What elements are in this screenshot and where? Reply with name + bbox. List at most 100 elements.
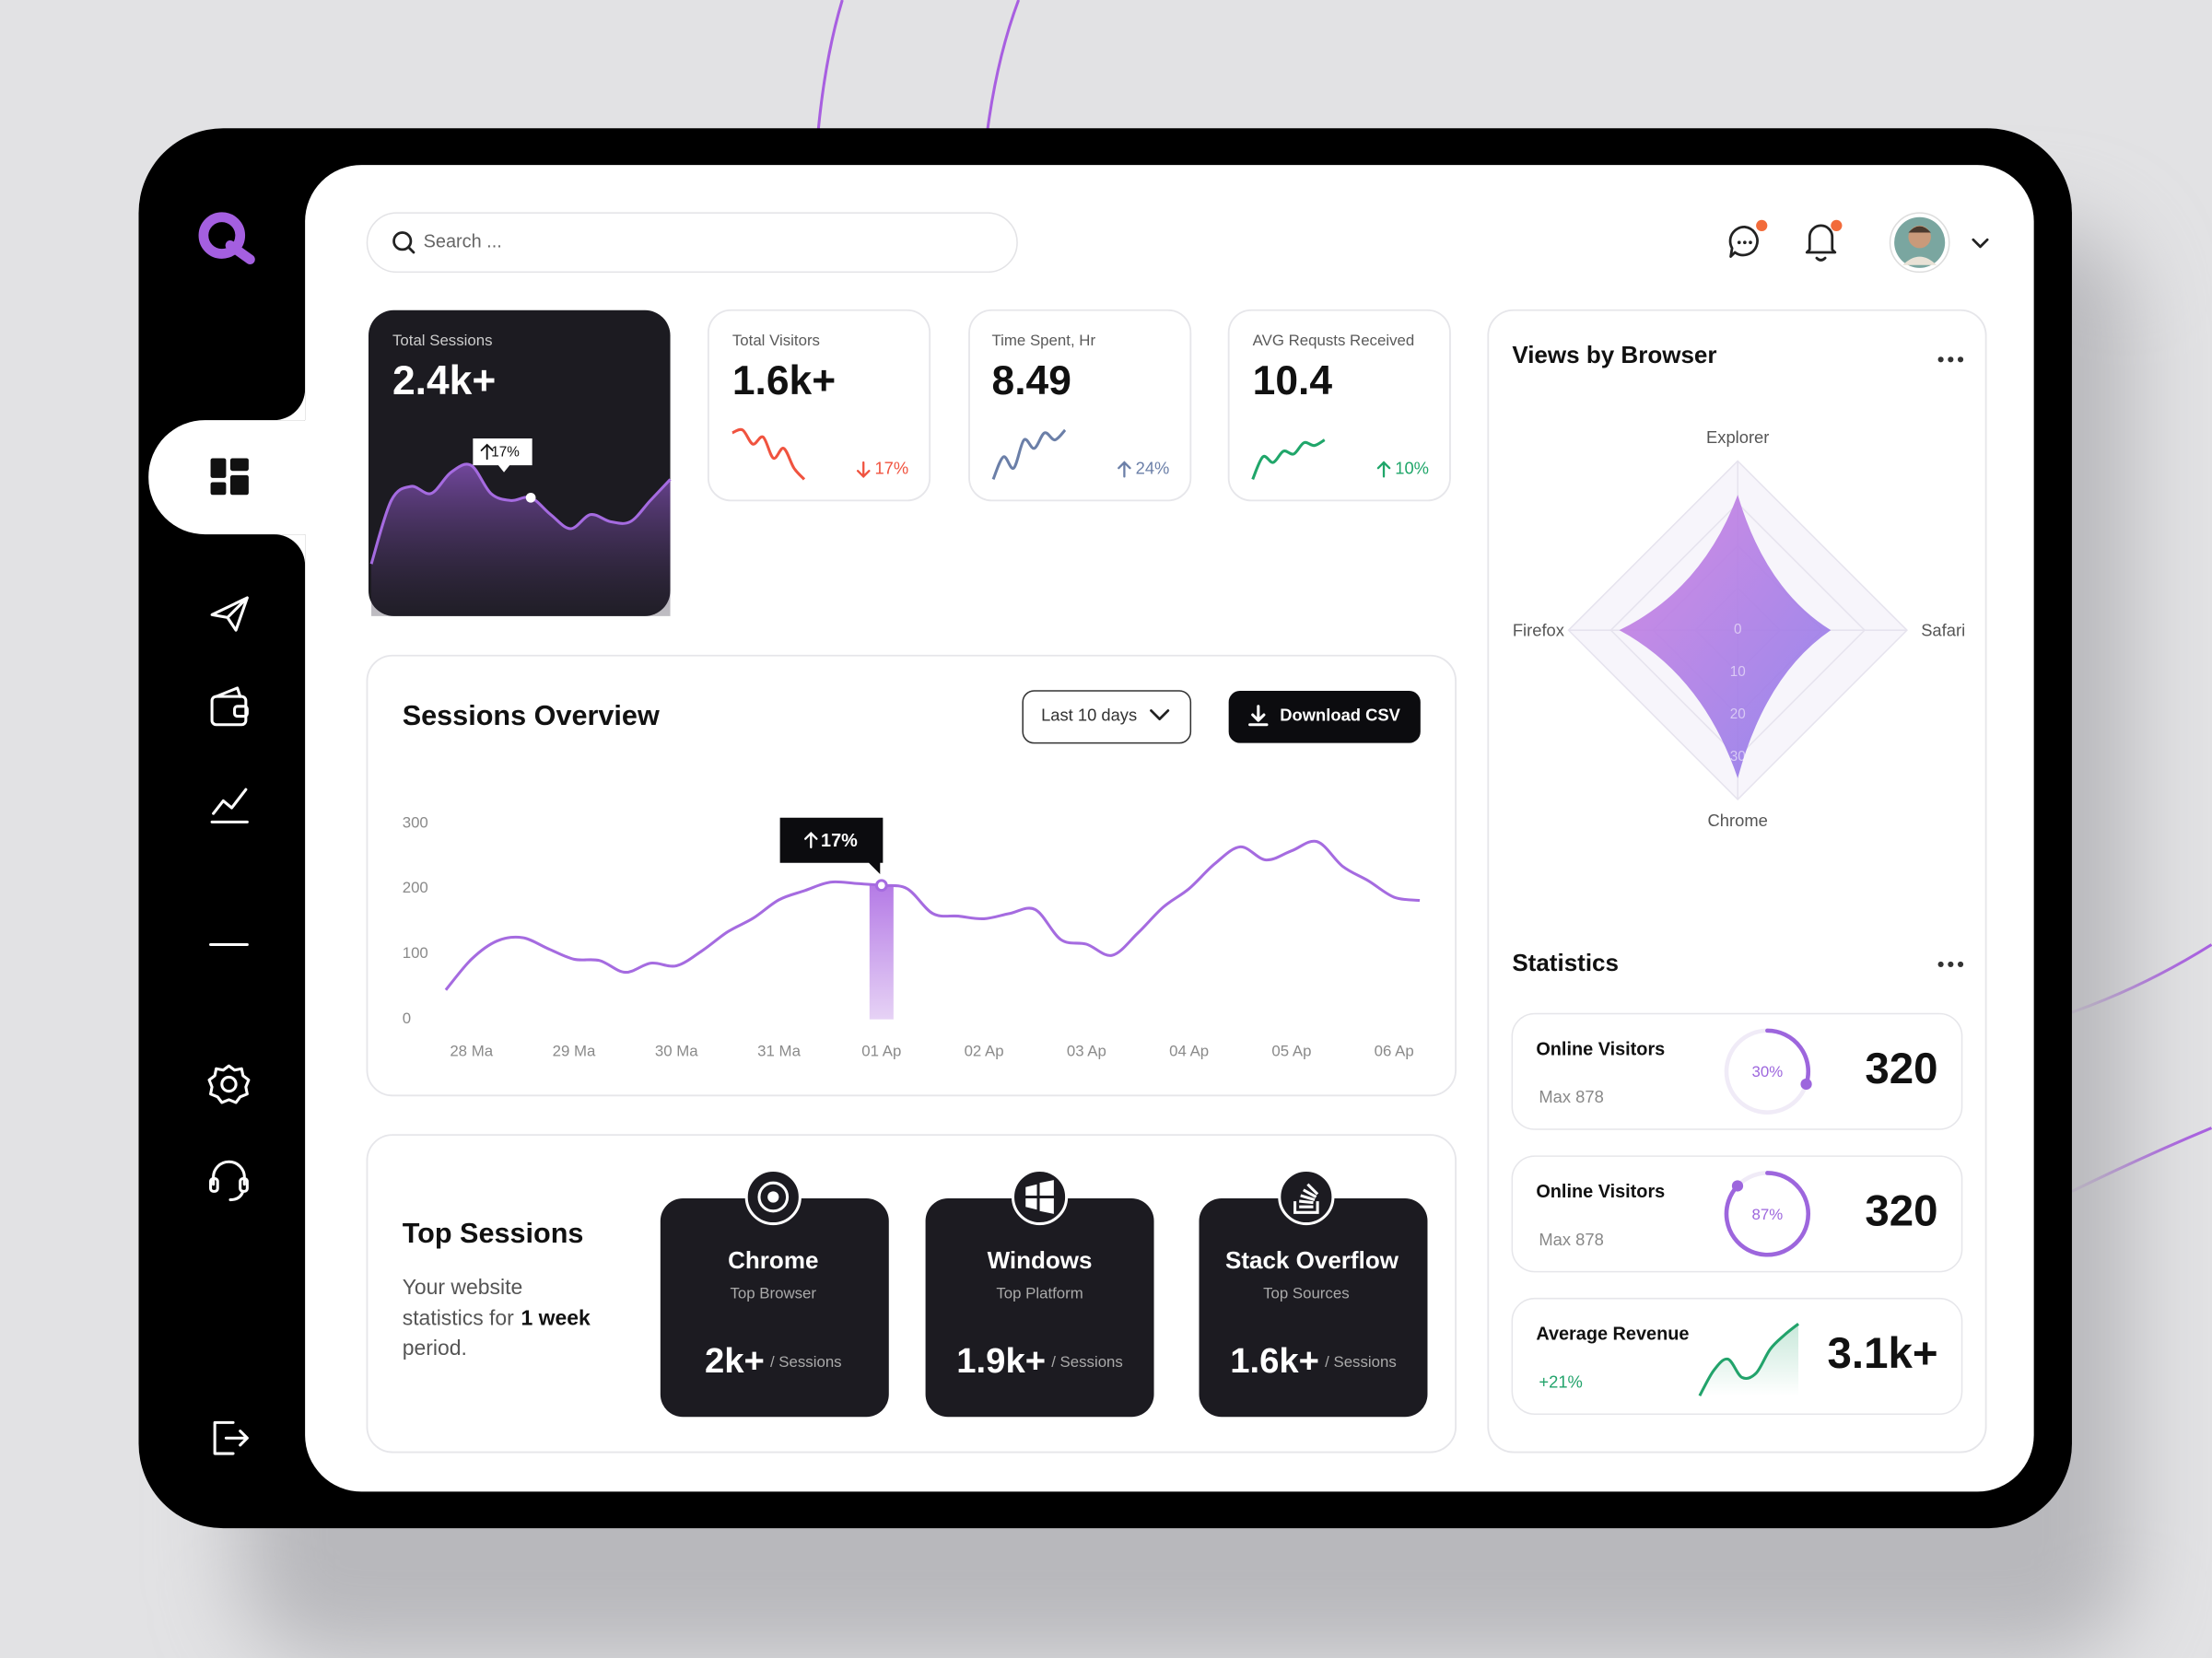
radar-tick-label: 20 (1730, 706, 1746, 722)
point (874, 879, 888, 893)
description-line: Your website (403, 1275, 523, 1299)
range-chevron (1150, 709, 1170, 720)
radar-label: Safari (1921, 621, 1965, 640)
logout-icon[interactable] (213, 1420, 249, 1455)
sidebar (148, 212, 360, 1455)
card-value: 2k+ / Sessions (705, 1341, 842, 1381)
stat-card (1511, 1155, 1963, 1273)
gauge-dot (1800, 1078, 1812, 1091)
more-button[interactable] (1937, 356, 1964, 363)
session-card: Chrome Top Browser 2k+ / Sessions (660, 1168, 889, 1418)
tooltip-text: 17% (821, 831, 858, 851)
header: Search ... (366, 212, 1989, 274)
card-subtitle: Top Browser (731, 1285, 817, 1302)
card-title: Windows (988, 1246, 1093, 1274)
radar-tick-label: 10 (1730, 664, 1746, 680)
card-number: 1.9k+ (956, 1341, 1046, 1381)
wallet-icon[interactable] (210, 686, 249, 727)
x-tick-label: 03 Ap (1067, 1042, 1106, 1059)
more-button[interactable] (1937, 961, 1964, 967)
highlight-bar (869, 885, 894, 1020)
x-tick-label: 05 Ap (1271, 1042, 1311, 1059)
avatar[interactable] (1889, 212, 1950, 274)
x-tick-label: 30 Ma (655, 1042, 698, 1059)
radar-shape (1619, 495, 1832, 778)
x-tick-label: 06 Ap (1375, 1042, 1414, 1059)
y-tick-label: 300 (403, 813, 428, 831)
line (369, 462, 672, 565)
download-button-text: Download CSV (1280, 705, 1400, 724)
kpi-change: 17% (874, 459, 908, 478)
kpi-value: 2.4k+ (392, 358, 496, 403)
sparkline (1251, 438, 1326, 481)
panel (366, 654, 1457, 1097)
sparkline (1698, 1323, 1799, 1397)
card-unit: / Sessions (1051, 1354, 1123, 1372)
range-button[interactable] (1022, 690, 1192, 744)
radar-label: Firefox (1513, 621, 1564, 640)
sparkline (731, 427, 806, 481)
avatar-menu[interactable] (1972, 238, 1989, 249)
stat-value: 320 (1865, 1186, 1937, 1235)
stat-card (1511, 1012, 1963, 1130)
support-icon[interactable] (209, 1160, 249, 1202)
send-icon[interactable] (210, 596, 249, 632)
description-line: period. (403, 1336, 467, 1360)
radar-tick-label: 30 (1730, 749, 1746, 765)
kpi-card (1227, 309, 1451, 502)
kpi-value: 1.6k+ (732, 358, 836, 403)
analytics-icon[interactable] (210, 788, 249, 823)
radar-chart: 0 10 20 30 Explorer Safari Chrome Firefox (1513, 427, 1965, 830)
card-number: 2k+ (705, 1341, 765, 1381)
kpi-label: Time Spent, Hr (992, 332, 1096, 349)
kpi-change: 24% (1136, 459, 1170, 478)
card-subtitle: Top Sources (1263, 1285, 1350, 1302)
download-button[interactable] (1228, 691, 1421, 743)
description-line: statistics for (403, 1306, 514, 1330)
sessions-panel: Sessions Overview Last 10 days Download … (366, 654, 1457, 1097)
kpi-cards: Total Sessions 2.4k+ Total Visitors 1.6k… (368, 309, 1451, 616)
search-box[interactable] (366, 212, 1018, 274)
panel-title: Sessions Overview (403, 700, 660, 731)
dashboard-icon[interactable] (210, 458, 249, 496)
description: Your website (403, 1275, 523, 1299)
series-line (444, 839, 1421, 991)
settings-icon[interactable] (207, 1064, 251, 1104)
kpi-value: 8.49 (992, 358, 1071, 403)
card-title: Chrome (728, 1246, 818, 1274)
kpi-change: 10% (1395, 459, 1429, 478)
kpi-label: AVG Requsts Received (1253, 332, 1415, 349)
trend-arrow (856, 461, 871, 478)
card-subtitle: Top Platform (996, 1285, 1083, 1302)
notifications-icon[interactable] (1805, 219, 1843, 262)
panel-title: Views by Browser (1512, 341, 1716, 368)
x-tick-label: 04 Ap (1169, 1042, 1209, 1059)
stat-change: +21% (1539, 1372, 1582, 1391)
panel-title: Statistics (1512, 949, 1619, 976)
x-tick-label: 31 Ma (757, 1042, 801, 1059)
statistics: Online Visitors Max 878 320 30% Online Visit… (1511, 1012, 1963, 1415)
card-number: 1.6k+ (1230, 1341, 1319, 1381)
x-tick-label: 28 Ma (450, 1042, 493, 1059)
gauge-dot (1731, 1180, 1744, 1192)
radar-tick-label: 0 (1734, 622, 1742, 637)
tab-fillet (274, 389, 306, 421)
trend-arrow (480, 443, 494, 461)
stat-card (1511, 1297, 1963, 1415)
card-value: 1.9k+ / Sessions (956, 1341, 1123, 1381)
kpi-label: Total Visitors (732, 332, 820, 349)
x-tick-label: 29 Ma (553, 1042, 596, 1059)
trend-arrow (804, 831, 818, 849)
search-placeholder: Search ... (424, 232, 502, 252)
messages-icon[interactable] (1728, 219, 1768, 258)
stat-title: Online Visitors (1536, 1182, 1665, 1202)
card-unit: / Sessions (770, 1354, 842, 1372)
gauge-arc (1765, 1028, 1811, 1087)
top-sessions-panel: Top Sessions Your website statistics for… (366, 1134, 1457, 1454)
description-highlight: 1 week (521, 1306, 590, 1330)
kpi-card (707, 309, 931, 502)
description: period. (403, 1336, 467, 1360)
session-card: Stack Overflow Top Sources 1.6k+ / Sessio… (1199, 1168, 1428, 1418)
